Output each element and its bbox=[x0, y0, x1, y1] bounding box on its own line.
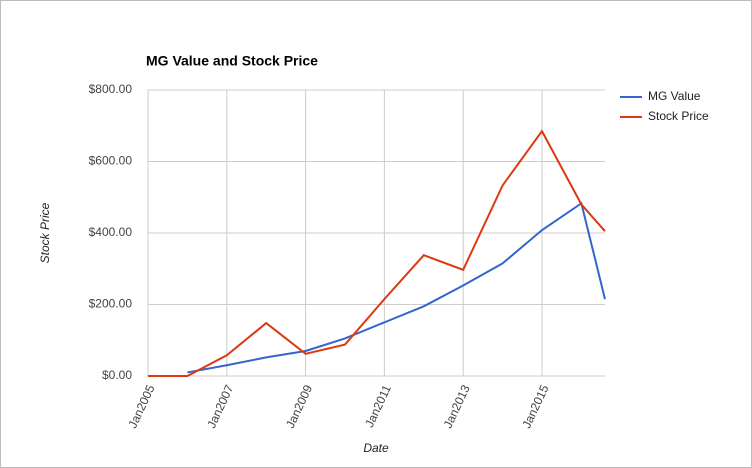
chart-title: MG Value and Stock Price bbox=[146, 53, 318, 69]
y-tick-label: $0.00 bbox=[102, 368, 132, 382]
y-tick-label: $800.00 bbox=[89, 82, 133, 96]
series-line bbox=[148, 129, 606, 377]
y-tick-label: $600.00 bbox=[89, 154, 133, 168]
x-axis-label: Date bbox=[363, 441, 389, 455]
y-tick-label: $200.00 bbox=[89, 297, 133, 311]
y-tick-label: $400.00 bbox=[89, 225, 133, 239]
series-line bbox=[187, 201, 606, 374]
legend-label: Stock Price bbox=[648, 109, 709, 123]
legend-label: MG Value bbox=[648, 89, 701, 103]
y-axis-label: Stock Price bbox=[38, 202, 52, 263]
